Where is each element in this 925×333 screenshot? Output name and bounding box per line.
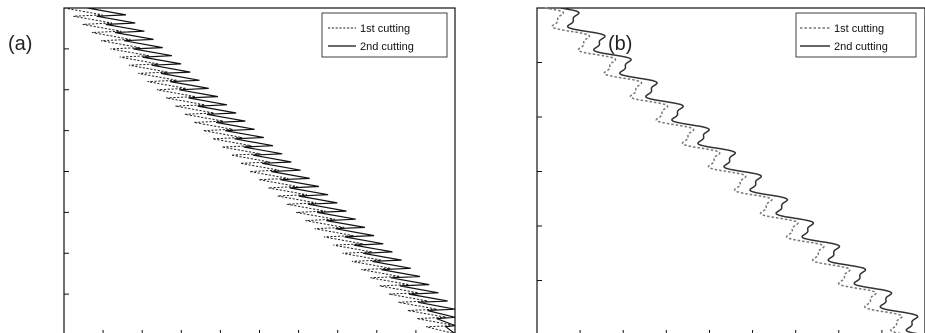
panel-b-ticks	[537, 62, 883, 333]
panel-a-series-1st-cutting	[63, 7, 456, 333]
panel-b-label: (b)	[608, 33, 632, 55]
panel-b-series-2nd-cutting	[560, 7, 919, 333]
series-line-1st-cutting	[544, 7, 903, 333]
panel-a-legend-label-1: 1st cutting	[360, 23, 410, 35]
panel-a-legend-label-2: 2nd cutting	[360, 41, 414, 53]
panel-b: (b) 1st cutting 2nd cutting	[536, 7, 925, 333]
panel-b-series-1st-cutting	[544, 7, 903, 333]
panel-b-legend-box	[795, 12, 917, 58]
panel-b-legend: 1st cutting 2nd cutting	[795, 12, 917, 58]
panel-a-ticks	[64, 48, 417, 333]
series-line-1st-cutting	[63, 7, 456, 333]
panel-b-legend-label-2: 2nd cutting	[834, 41, 888, 53]
series-line-2nd-cutting	[87, 7, 456, 333]
panel-b-legend-label-1: 1st cutting	[834, 23, 884, 35]
panel-a-series-2nd-cutting	[87, 7, 456, 333]
panel-a-legend: 1st cutting 2nd cutting	[321, 12, 448, 58]
panel-a: (a) 1st cutting 2nd cutting	[8, 7, 456, 333]
panel-a-legend-box	[321, 12, 448, 58]
series-line-2nd-cutting	[560, 7, 919, 333]
panel-a-label: (a)	[8, 33, 32, 55]
